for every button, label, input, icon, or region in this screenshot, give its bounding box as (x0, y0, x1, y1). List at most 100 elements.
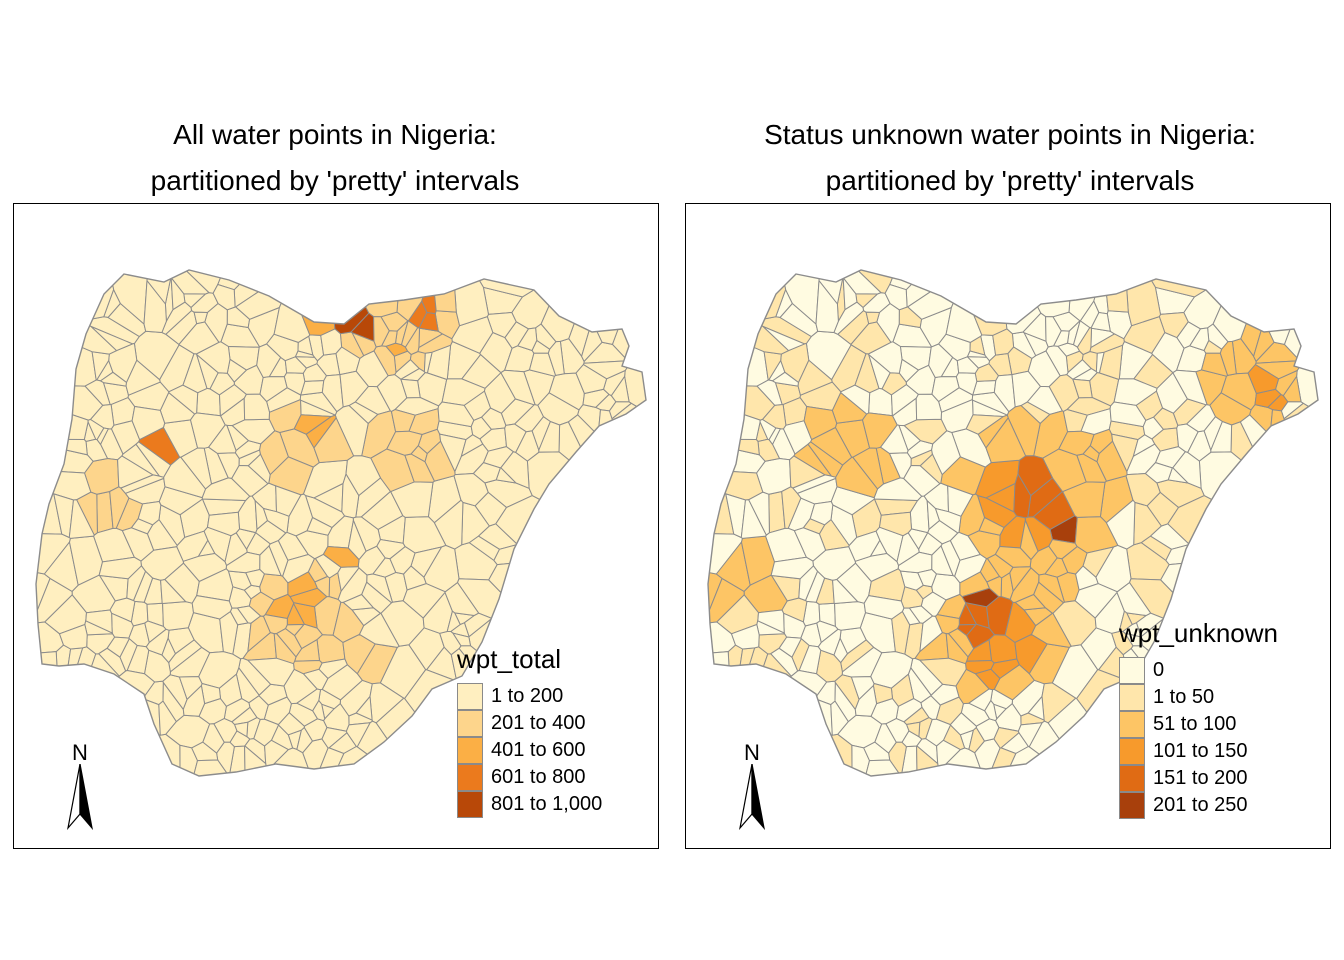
lga-region (90, 326, 134, 352)
lga-region (920, 695, 941, 720)
lga-region (125, 359, 161, 396)
lga-region (964, 659, 995, 675)
lga-region (1283, 270, 1318, 363)
lga-region (1135, 612, 1165, 638)
lga-region (611, 402, 646, 536)
lga-region (55, 644, 72, 721)
legend-label: 401 to 600 (491, 739, 586, 761)
legend-item: 1 to 50 (1119, 684, 1278, 711)
lga-region (176, 759, 255, 776)
lga-region (890, 673, 915, 707)
lga-region (1111, 270, 1279, 298)
lga-region (256, 343, 282, 379)
legend-swatch (1119, 738, 1145, 765)
lga-region (956, 623, 978, 637)
lga-region (36, 318, 97, 387)
lga-region (143, 279, 167, 334)
lga-region (358, 612, 400, 648)
lga-region (830, 700, 849, 736)
lga-region (757, 609, 785, 634)
lga-region (36, 651, 61, 776)
lga-region (247, 453, 271, 485)
lga-region (472, 462, 501, 484)
lga-region (1030, 612, 1072, 648)
legend-label: 151 to 200 (1153, 767, 1248, 789)
lga-region (161, 301, 193, 335)
lga-region (708, 651, 733, 776)
lga-region (908, 605, 934, 624)
legend-swatch (457, 737, 483, 764)
nigeria-map-total (35, 269, 647, 777)
lga-region (36, 270, 115, 322)
legend-label: 51 to 100 (1153, 713, 1237, 735)
lga-region (807, 441, 844, 478)
legend-item: 151 to 200 (1119, 765, 1278, 792)
legend-item: 1 to 200 (457, 683, 602, 710)
legend-label: 101 to 150 (1153, 740, 1248, 762)
map-panel-total: wpt_total 1 to 200 201 to 400 401 to 600… (13, 203, 659, 849)
north-arrow: N (732, 740, 772, 830)
country-outline (35, 269, 647, 777)
lga-region (1009, 566, 1032, 593)
lga-region (268, 399, 302, 434)
lga-region (797, 359, 833, 396)
lga-region (418, 311, 439, 332)
lga-region (218, 383, 247, 417)
lga-region (417, 333, 453, 354)
lga-region (292, 659, 323, 675)
lga-region (218, 673, 243, 707)
lga-region (874, 723, 897, 754)
lga-region (109, 486, 130, 529)
legend-title: wpt_unknown (1119, 618, 1278, 648)
lga-region (98, 556, 142, 580)
lga-region (986, 575, 1003, 598)
title-line-2: partitioned by 'pretty' intervals (150, 165, 520, 196)
lga-region (1089, 333, 1125, 354)
lga-region (389, 545, 416, 575)
lga-region (842, 276, 858, 311)
lga-region (58, 623, 88, 650)
lga-region (144, 620, 167, 644)
lga-region (355, 695, 373, 721)
lga-region (863, 741, 891, 762)
map-panel-unknown: wpt_unknown 0 1 to 50 51 to 100 101 to 1… (685, 203, 1331, 849)
lga-region (994, 545, 1032, 568)
lga-region (1044, 557, 1069, 578)
lga-region (966, 350, 988, 358)
lga-region (1045, 316, 1062, 348)
lga-region (1123, 632, 1144, 647)
lga-region (233, 270, 318, 308)
lga-region (727, 644, 744, 721)
lga-region (400, 320, 419, 348)
north-label: N (72, 740, 88, 765)
lga-region (1269, 409, 1303, 480)
lga-region (878, 511, 913, 537)
map-title-unknown: Status unknown water points in Nigeria: … (690, 112, 1330, 204)
lga-region (1185, 404, 1216, 433)
lga-region (463, 612, 493, 638)
lga-region (762, 326, 806, 352)
lga-region (945, 282, 983, 343)
lga-region (917, 568, 937, 588)
lga-region (313, 416, 355, 464)
legend-swatch (457, 791, 483, 818)
legend-label: 0 (1153, 659, 1165, 681)
lga-region (423, 351, 433, 374)
lga-region (956, 356, 980, 374)
lga-region (756, 379, 783, 406)
lga-region (1061, 545, 1088, 575)
legend-item: 51 to 100 (1119, 711, 1278, 738)
lga-region (1189, 327, 1210, 352)
legend-swatch (457, 764, 483, 791)
lga-region (246, 657, 295, 687)
lga-region (400, 378, 421, 399)
lga-region (170, 276, 186, 311)
legend-item: 101 to 150 (1119, 738, 1278, 765)
lga-region (191, 595, 233, 620)
legend-total: wpt_total 1 to 200 201 to 400 401 to 600… (457, 644, 602, 818)
lga-region (1093, 270, 1109, 315)
map-title-total: All water points in Nigeria: partitioned… (20, 112, 650, 204)
legend-label: 201 to 400 (491, 712, 586, 734)
lga-region (444, 581, 480, 617)
lga-region (1144, 462, 1173, 484)
